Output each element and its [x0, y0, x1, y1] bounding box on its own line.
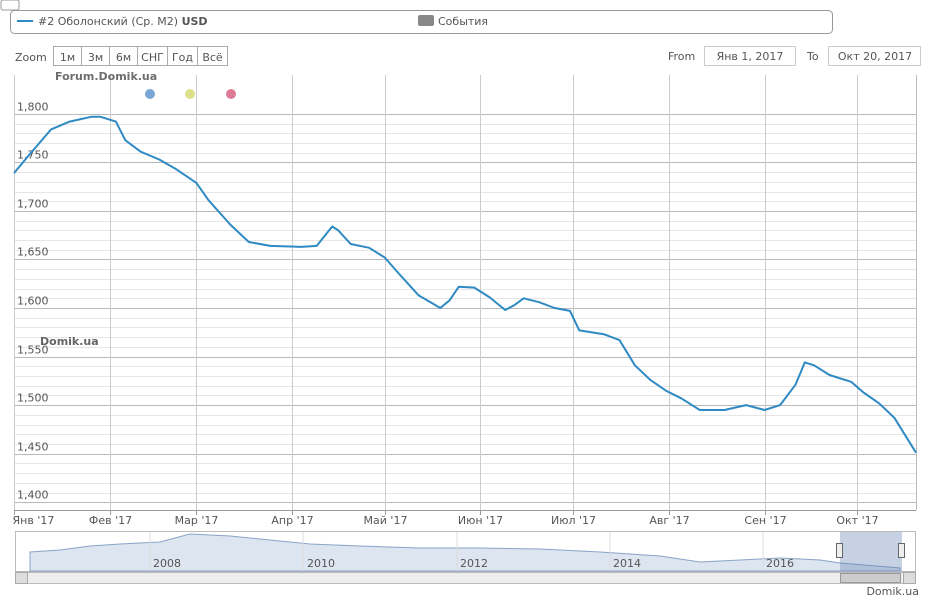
corner-box: [0, 0, 20, 11]
navigator-selection[interactable]: [840, 532, 902, 571]
navigator-year: 2008: [153, 557, 181, 570]
y-tick-label: 1,400: [17, 489, 49, 502]
navigator-year: 2016: [766, 557, 794, 570]
zoom-button-label[interactable]: СНГ: [141, 51, 164, 64]
zoom-button-label[interactable]: 3м: [88, 51, 103, 64]
x-tick-label: Авг '17: [649, 514, 689, 527]
scrollbar-thumb[interactable]: [840, 573, 901, 583]
navigator[interactable]: 2008 2010 2012 2014 2016: [15, 531, 916, 572]
y-tick-label: 1,550: [17, 344, 49, 357]
x-tick-label: Май '17: [364, 514, 408, 527]
zoom-button[interactable]: [197, 46, 228, 66]
zoom-button-label[interactable]: Год: [172, 51, 193, 64]
to-input[interactable]: [828, 46, 921, 66]
x-tick-label: Фев '17: [89, 514, 132, 527]
y-tick-label: 1,600: [17, 295, 49, 308]
x-tick-label: Мар '17: [175, 514, 219, 527]
scrollbar-left[interactable]: [15, 572, 28, 584]
legend-events-icon[interactable]: [418, 15, 434, 26]
legend-events[interactable]: События: [438, 15, 488, 28]
y-tick-label: 1,800: [17, 101, 49, 114]
zoom-button-label[interactable]: 1м: [60, 51, 75, 64]
scrollbar-right[interactable]: [903, 572, 916, 584]
y-tick-label: 1,500: [17, 392, 49, 405]
navigator-handle[interactable]: [836, 543, 843, 558]
navigator-area: [29, 533, 901, 572]
y-tick-label: 1,650: [17, 246, 49, 259]
dot: [185, 89, 195, 99]
from-input[interactable]: [704, 46, 796, 66]
watermark: Domik.ua: [40, 335, 99, 348]
scrollbar-track[interactable]: [15, 572, 916, 584]
y-tick-label: 1,450: [17, 441, 49, 454]
legend-series: #2 Оболонский (Ср. M2) USD: [38, 15, 208, 28]
from-label: From: [668, 50, 695, 63]
y-tick-label: 1,750: [17, 149, 49, 162]
from-value[interactable]: Янв 1, 2017: [717, 50, 784, 63]
credit[interactable]: Domik.ua: [866, 585, 919, 598]
x-tick-label: Апр '17: [271, 514, 313, 527]
series-line: [13, 115, 917, 454]
x-tick-label: Сен '17: [744, 514, 786, 527]
x-tick-label: Окт '17: [836, 514, 878, 527]
dot: [226, 89, 236, 99]
x-tick-label: Янв '17: [13, 514, 55, 527]
x-tick-label: Июл '17: [551, 514, 596, 527]
zoom-button-label[interactable]: 6м: [116, 51, 131, 64]
navigator-year: 2010: [307, 557, 335, 570]
legend-currency: USD: [182, 15, 208, 28]
dot: [145, 89, 155, 99]
legend-series-name: #2 Оболонский (Ср. M2): [38, 15, 178, 28]
zoom-button-label[interactable]: Всё: [202, 51, 223, 64]
navigator-year: 2012: [460, 557, 488, 570]
zoom-label: Zoom: [15, 51, 47, 64]
x-tick-label: Июн '17: [458, 514, 503, 527]
y-tick-label: 1,700: [17, 198, 49, 211]
navigator-handle[interactable]: [898, 543, 905, 558]
navigator-year: 2014: [613, 557, 641, 570]
to-label: To: [806, 50, 819, 63]
to-value[interactable]: Окт 20, 2017: [838, 50, 912, 63]
forum-watermark: Forum.Domik.ua: [55, 70, 157, 83]
